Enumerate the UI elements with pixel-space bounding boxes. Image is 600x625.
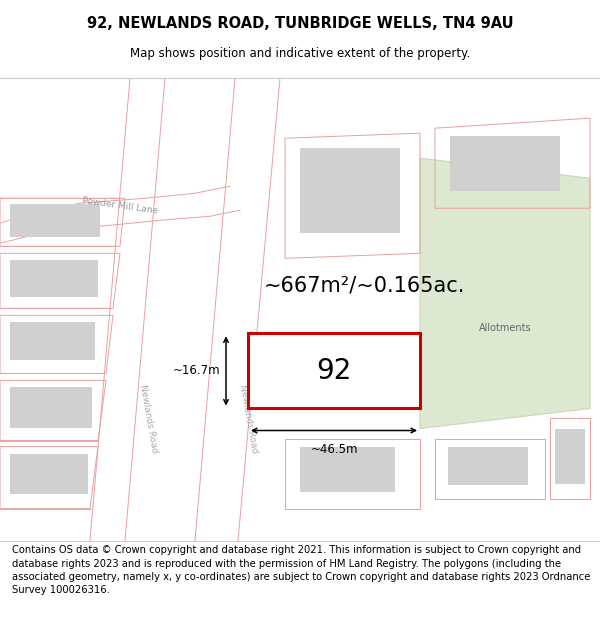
Polygon shape — [420, 158, 590, 429]
Polygon shape — [0, 186, 240, 243]
Polygon shape — [155, 78, 280, 541]
Text: ~667m²/~0.165ac.: ~667m²/~0.165ac. — [263, 276, 464, 296]
Text: ~46.5m: ~46.5m — [310, 442, 358, 456]
Text: Map shows position and indicative extent of the property.: Map shows position and indicative extent… — [130, 47, 470, 60]
Bar — [300, 148, 400, 233]
Polygon shape — [55, 78, 165, 541]
Bar — [10, 454, 88, 494]
Bar — [555, 429, 585, 484]
Text: ~16.7m: ~16.7m — [172, 364, 220, 378]
Text: Allotments: Allotments — [479, 323, 532, 333]
Bar — [10, 204, 100, 238]
Bar — [448, 446, 528, 484]
Bar — [450, 136, 560, 191]
Text: Newlands Road: Newlands Road — [238, 384, 259, 454]
Bar — [248, 333, 420, 409]
Bar — [10, 322, 95, 361]
Text: Powder Mill Lane: Powder Mill Lane — [82, 196, 158, 216]
Text: Newlands Road: Newlands Road — [137, 384, 158, 454]
Bar — [10, 388, 92, 428]
Text: 92, NEWLANDS ROAD, TUNBRIDGE WELLS, TN4 9AU: 92, NEWLANDS ROAD, TUNBRIDGE WELLS, TN4 … — [86, 16, 514, 31]
Bar — [300, 446, 395, 492]
Text: 92: 92 — [316, 357, 352, 385]
Text: Contains OS data © Crown copyright and database right 2021. This information is : Contains OS data © Crown copyright and d… — [12, 545, 590, 595]
Bar — [10, 261, 98, 298]
